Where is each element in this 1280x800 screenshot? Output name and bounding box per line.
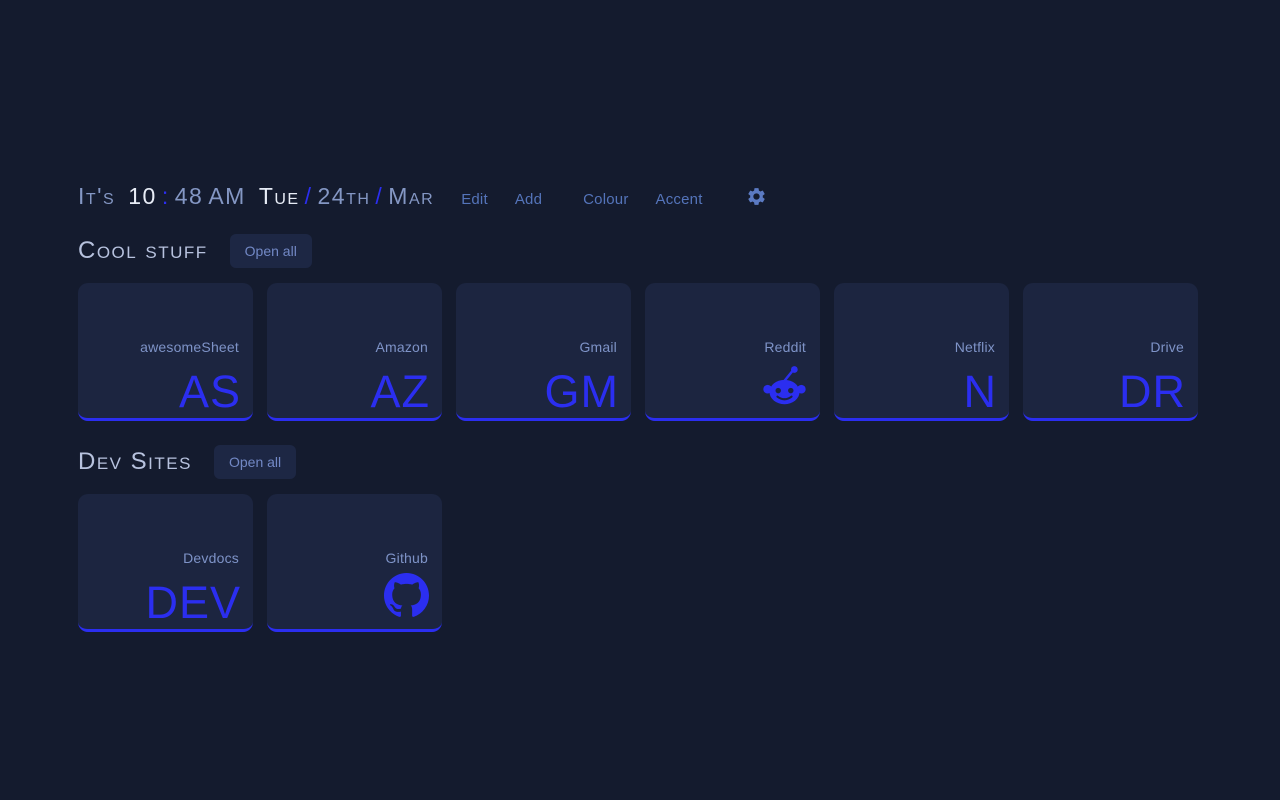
date-sep2: / xyxy=(375,183,384,209)
header-bar: It's 10:48 AM Tue/24th / Mar Edit Add Colour … xyxy=(78,183,1202,210)
edit-button[interactable]: Edit xyxy=(461,191,488,208)
sections: Cool stuff Open all awesomeSheet AS Amaz… xyxy=(78,234,1202,632)
date-day: 24th xyxy=(317,183,371,209)
bookmark-card-drive[interactable]: Drive DR xyxy=(1023,283,1198,421)
card-label: awesomeSheet xyxy=(140,339,239,355)
clock: It's 10:48 AM Tue/24th / Mar xyxy=(78,183,434,210)
accent-button[interactable]: Accent xyxy=(655,191,703,208)
card-initials: DR xyxy=(1119,366,1186,417)
date-sep1: / xyxy=(304,183,313,209)
bookmark-card-gmail[interactable]: Gmail GM xyxy=(456,283,631,421)
open-all-button[interactable]: Open all xyxy=(229,234,312,268)
bookmark-card-github[interactable]: Github xyxy=(267,494,442,632)
clock-minute: 48 xyxy=(174,183,204,209)
card-initials: GM xyxy=(544,366,619,417)
card-initials: DEV xyxy=(145,577,241,628)
card-label: Devdocs xyxy=(183,550,239,566)
section-title: Dev Sites xyxy=(78,448,192,475)
open-all-button[interactable]: Open all xyxy=(213,445,297,479)
clock-colon: : xyxy=(161,183,170,209)
header-menu: Edit Add Colour Accent xyxy=(461,191,702,208)
bookmark-card-netflix[interactable]: Netflix N xyxy=(834,283,1009,421)
bookmark-card-devdocs[interactable]: Devdocs DEV xyxy=(78,494,253,632)
colour-button[interactable]: Colour xyxy=(583,191,629,208)
section-title: Cool stuff xyxy=(78,237,208,264)
card-initials: AZ xyxy=(370,366,430,417)
settings-button[interactable] xyxy=(746,186,767,212)
section-header: Dev Sites Open all xyxy=(78,445,1202,479)
bookmark-section: Cool stuff Open all awesomeSheet AS Amaz… xyxy=(78,234,1202,421)
date-weekday: Tue xyxy=(258,183,300,209)
bookmark-card-amazon[interactable]: Amazon AZ xyxy=(267,283,442,421)
card-label: Gmail xyxy=(579,339,617,355)
clock-meridiem: AM xyxy=(208,183,246,209)
clock-greeting: It's xyxy=(78,183,116,209)
card-initials: N xyxy=(963,366,997,417)
github-icon xyxy=(384,573,429,618)
bookmark-card-reddit[interactable]: Reddit xyxy=(645,283,820,421)
gear-icon xyxy=(746,188,767,211)
card-label: Github xyxy=(385,550,428,566)
date-month: Mar xyxy=(388,183,435,209)
card-label: Amazon xyxy=(375,339,428,355)
card-grid: awesomeSheet AS Amazon AZ Gmail GM Reddi… xyxy=(78,283,1202,421)
bookmark-card-awesomesheet[interactable]: awesomeSheet AS xyxy=(78,283,253,421)
clock-hour: 10 xyxy=(128,183,157,209)
section-header: Cool stuff Open all xyxy=(78,234,1202,268)
reddit-icon xyxy=(762,362,807,407)
card-label: Reddit xyxy=(764,339,806,355)
card-grid: Devdocs DEV Github xyxy=(78,494,1202,632)
card-label: Netflix xyxy=(954,339,995,355)
bookmark-section: Dev Sites Open all Devdocs DEV Github xyxy=(78,445,1202,632)
card-label: Drive xyxy=(1150,339,1184,355)
startpage: It's 10:48 AM Tue/24th / Mar Edit Add Colour … xyxy=(78,183,1202,632)
card-initials: AS xyxy=(178,366,241,417)
add-button[interactable]: Add xyxy=(514,191,543,208)
